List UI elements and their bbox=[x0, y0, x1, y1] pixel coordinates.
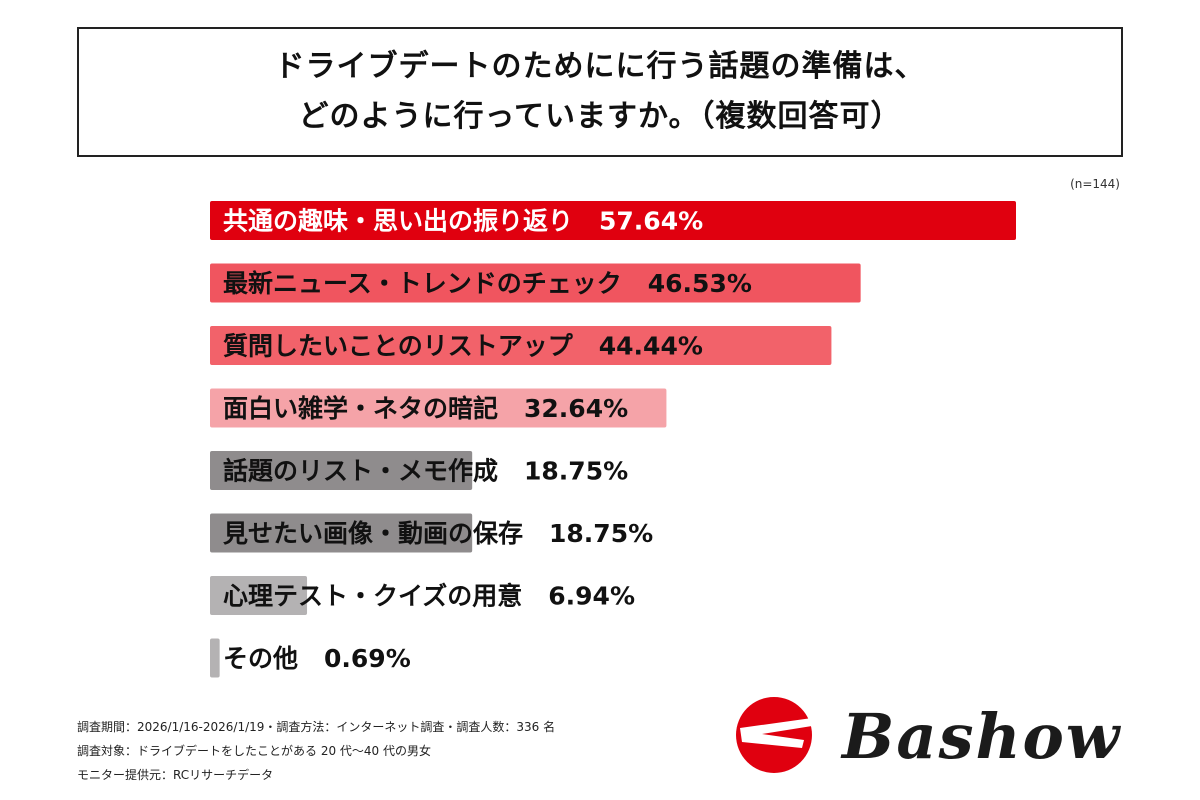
bar-label-4: 面白い雑学・ネタの暗記 32.64% bbox=[223, 394, 628, 423]
bar-label-5: 話題のリスト・メモ作成 18.75% bbox=[223, 457, 628, 486]
bar-label-8: その他 0.69% bbox=[223, 644, 411, 673]
value-label-3: 44.44% bbox=[599, 332, 703, 361]
category-label-6: 見せたい画像・動画の保存 bbox=[223, 519, 523, 548]
chart-title-line-1: ドライブデートのためにに行う話題の準備は、 bbox=[274, 49, 926, 84]
value-label-4: 32.64% bbox=[524, 394, 628, 423]
category-label-3: 質問したいことのリストアップ bbox=[223, 332, 574, 361]
bar-label-3: 質問したいことのリストアップ 44.44% bbox=[223, 332, 703, 361]
value-label-1: 57.64% bbox=[599, 207, 703, 236]
bar-label-6: 見せたい画像・動画の保存 18.75% bbox=[223, 519, 653, 548]
value-label-5: 18.75% bbox=[524, 457, 628, 486]
bar-5 bbox=[210, 451, 473, 490]
bar-8 bbox=[210, 638, 220, 678]
category-label-2: 最新ニュース・トレンドのチェック bbox=[223, 269, 622, 298]
footer-monitor-source: モニター提供元：RCリサーチデータ bbox=[77, 768, 274, 782]
value-label-8: 0.69% bbox=[324, 644, 411, 673]
value-label-6: 18.75% bbox=[549, 519, 653, 548]
category-label-1: 共通の趣味・思い出の振り返り bbox=[223, 207, 573, 236]
category-label-4: 面白い雑学・ネタの暗記 bbox=[223, 394, 498, 423]
bashow-logo-mark bbox=[736, 697, 812, 773]
value-label-2: 46.53% bbox=[648, 269, 752, 298]
chart-title-line-2: どのように行っていますか。（複数回答可） bbox=[298, 99, 902, 134]
bar-3 bbox=[210, 326, 832, 365]
logo-wordmark: Bashow bbox=[842, 700, 1122, 773]
category-label-8: その他 bbox=[223, 644, 298, 673]
bar-label-2: 最新ニュース・トレンドのチェック 46.53% bbox=[223, 269, 752, 298]
footer-survey-period: 調査期間：2026/1/16-2026/1/19・調査方法：インターネット調査・… bbox=[77, 720, 556, 734]
category-label-7: 心理テスト・クイズの用意 bbox=[223, 582, 522, 611]
value-label-7: 6.94% bbox=[548, 582, 635, 611]
bashow-logo: Bashow bbox=[732, 690, 1132, 780]
bar-4 bbox=[210, 388, 667, 428]
bar-label-7: 心理テスト・クイズの用意 6.94% bbox=[223, 582, 635, 611]
bar-2 bbox=[210, 263, 861, 303]
bar-7 bbox=[210, 576, 308, 615]
chart-title-box: ドライブデートのためにに行う話題の準備は、 どのように行っていますか。（複数回答… bbox=[77, 27, 1123, 157]
bar-label-1: 共通の趣味・思い出の振り返り 57.64% bbox=[223, 207, 703, 236]
bar-6 bbox=[210, 513, 473, 553]
sample-size-note: (n=144) bbox=[1070, 177, 1120, 191]
bar-1 bbox=[210, 201, 1016, 240]
footer-survey-target: 調査対象：ドライブデートをしたことがある 20 代〜40 代の男女 bbox=[77, 744, 431, 758]
category-label-5: 話題のリスト・メモ作成 bbox=[223, 457, 498, 486]
